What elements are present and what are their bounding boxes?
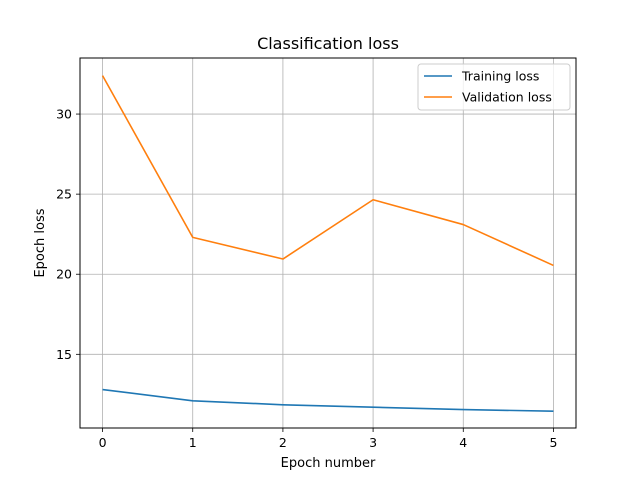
plot-area-frame xyxy=(79,57,577,429)
x-tick-label: 1 xyxy=(189,435,197,450)
x-axis-label: Epoch number xyxy=(281,456,376,471)
validation-loss-line xyxy=(101,75,554,267)
legend-label-training-loss: Training loss xyxy=(461,69,539,84)
y-tick-label: 30 xyxy=(56,107,72,122)
y-axis-label: Epoch loss xyxy=(33,208,48,277)
training-loss-line xyxy=(102,388,554,412)
x-tick-label: 0 xyxy=(99,435,107,450)
series-layer xyxy=(101,75,554,412)
y-tick-label: 15 xyxy=(56,347,72,362)
chart-title: Classification loss xyxy=(257,34,399,53)
legend-box xyxy=(417,63,571,111)
x-tick-label: 2 xyxy=(279,435,287,450)
legend: Training loss Validation loss xyxy=(417,63,571,111)
y-tick-label: 20 xyxy=(56,267,72,282)
y-tick-label: 25 xyxy=(56,187,72,202)
x-tick-label: 4 xyxy=(459,435,467,450)
legend-label-validation-loss: Validation loss xyxy=(462,90,552,105)
grid xyxy=(80,58,576,428)
x-tick-label: 3 xyxy=(369,435,377,450)
ticks: 0 1 2 3 4 5 15 20 25 30 xyxy=(56,107,557,450)
x-tick-label: 5 xyxy=(549,435,557,450)
